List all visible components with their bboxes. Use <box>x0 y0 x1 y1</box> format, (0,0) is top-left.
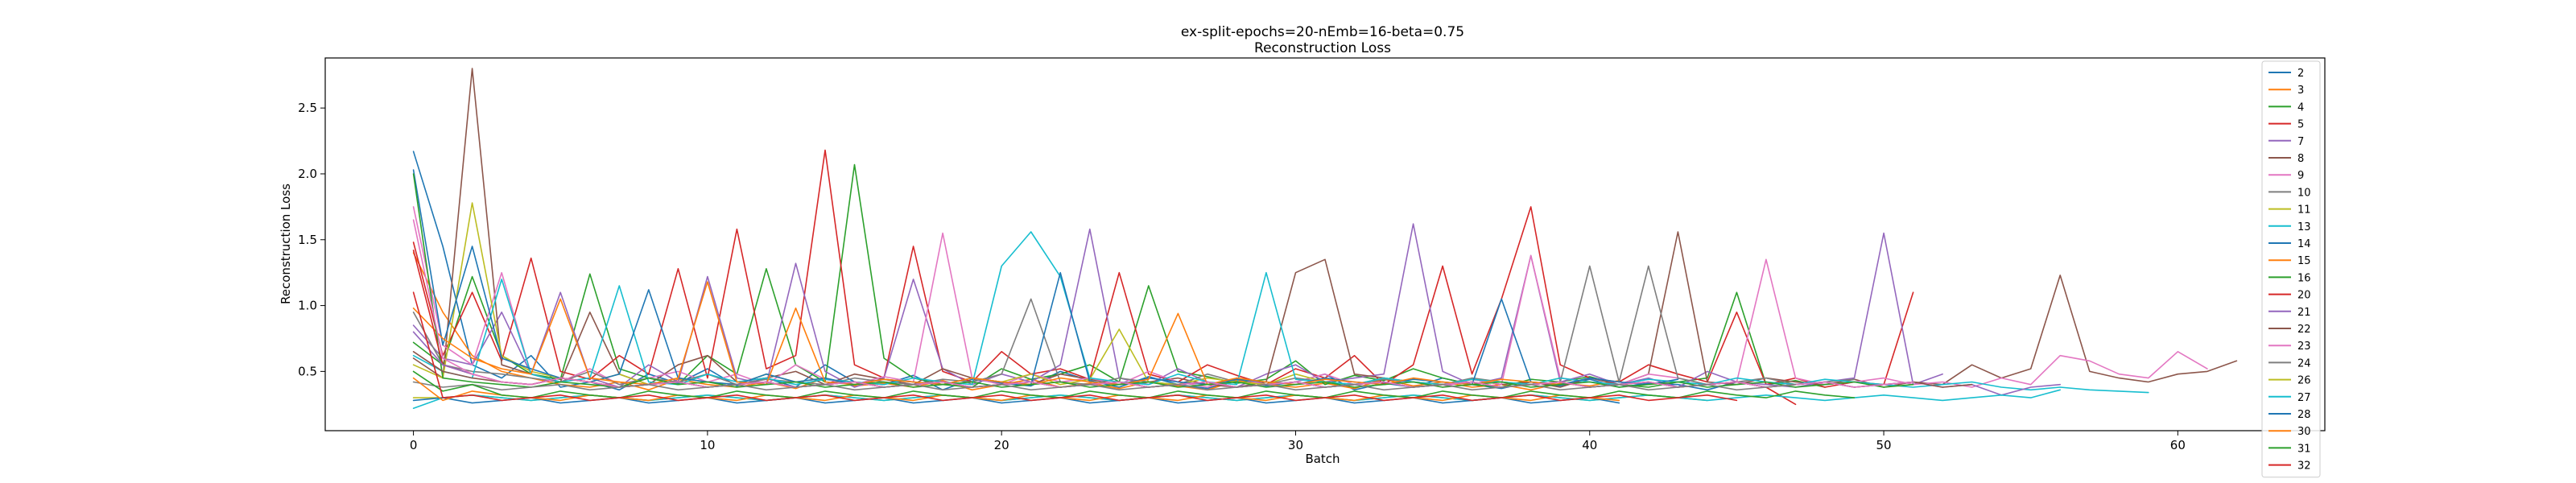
legend-label-5: 5 <box>2297 119 2304 131</box>
legend-label-26: 26 <box>2297 375 2311 387</box>
chart-subtitle: Reconstruction Loss <box>1254 40 1391 56</box>
x-axis-label: Batch <box>1305 452 1340 466</box>
y-axis-label: Reconstruction Loss <box>279 184 293 304</box>
plot-area <box>412 68 2238 410</box>
x-tick-label: 20 <box>994 438 1009 452</box>
x-tick-label: 60 <box>2170 438 2186 452</box>
legend-label-28: 28 <box>2297 409 2311 421</box>
legend-label-9: 9 <box>2297 170 2304 182</box>
y-tick-label: 0.5 <box>298 364 317 378</box>
legend-label-30: 30 <box>2297 426 2311 438</box>
legend-label-14: 14 <box>2297 238 2311 250</box>
legend-label-32: 32 <box>2297 460 2311 473</box>
legend-label-31: 31 <box>2297 443 2311 455</box>
series-line-5 <box>412 149 1914 388</box>
series-line-24 <box>412 381 1797 391</box>
x-tick-label: 50 <box>1876 438 1892 452</box>
x-tick-label: 0 <box>410 438 418 452</box>
x-tick-label: 40 <box>1582 438 1597 452</box>
series-line-8 <box>412 68 2238 388</box>
axes-frame <box>324 57 2326 431</box>
legend-label-8: 8 <box>2297 153 2304 165</box>
series-line-7 <box>412 223 1943 388</box>
y-tick-label: 1.0 <box>298 299 317 313</box>
legend-label-2: 2 <box>2297 68 2304 80</box>
legend-label-24: 24 <box>2297 357 2311 369</box>
legend-label-27: 27 <box>2297 392 2311 404</box>
series-line-16 <box>412 173 1914 388</box>
legend-label-16: 16 <box>2297 272 2311 284</box>
y-axis: 0.5 1.0 1.5 2.0 2.5 <box>298 101 325 378</box>
legend-label-4: 4 <box>2297 101 2304 114</box>
legend: 2345789101113141516202122232426272830313… <box>2261 60 2321 478</box>
y-tick-label: 2.5 <box>298 101 317 115</box>
legend-label-20: 20 <box>2297 290 2311 302</box>
x-axis: 0 10 20 30 40 50 60 <box>410 431 2186 452</box>
x-tick-label: 10 <box>700 438 715 452</box>
series-line-27 <box>412 389 2061 410</box>
y-tick-label: 1.5 <box>298 233 317 247</box>
series-line-31 <box>412 370 1856 398</box>
legend-label-21: 21 <box>2297 307 2311 319</box>
legend-label-23: 23 <box>2297 341 2311 353</box>
series-line-32 <box>412 291 1738 402</box>
legend-frame <box>2261 60 2321 478</box>
chart-title: ex-split-epochs=20-nEmb=16-beta=0.75 <box>1181 24 1464 40</box>
legend-label-11: 11 <box>2297 204 2311 217</box>
legend-label-7: 7 <box>2297 136 2304 148</box>
legend-label-10: 10 <box>2297 187 2311 199</box>
legend-label-13: 13 <box>2297 221 2311 233</box>
legend-label-22: 22 <box>2297 324 2311 336</box>
y-tick-label: 2.0 <box>298 167 317 181</box>
x-tick-label: 30 <box>1288 438 1303 452</box>
legend-label-3: 3 <box>2297 85 2304 97</box>
legend-label-15: 15 <box>2297 255 2311 267</box>
